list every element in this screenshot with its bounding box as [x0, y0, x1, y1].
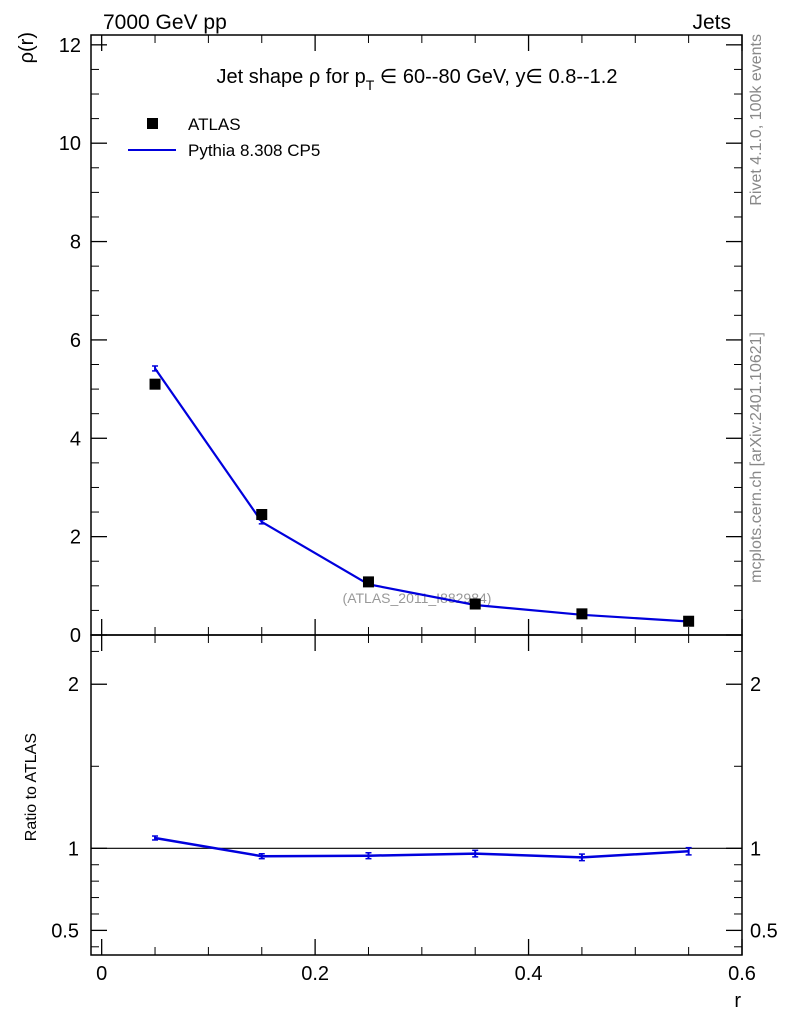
legend: ATLAS Pythia 8.308 CP5 [128, 115, 320, 160]
main-y-tick-label: 0 [70, 625, 81, 647]
ratio-series [152, 835, 692, 862]
x-tick-label: 0.4 [515, 963, 543, 985]
main-series [149, 365, 695, 627]
legend-label-atlas: ATLAS [188, 115, 241, 134]
main-y-tick-label: 6 [70, 330, 81, 352]
ratio-y-tick-label-right: 1 [750, 838, 761, 860]
x-tick-label: 0.6 [728, 963, 756, 985]
ratio-plot-frame [90, 634, 743, 956]
atlas-data-point [683, 615, 695, 627]
x-tick-label: 0 [96, 963, 107, 985]
x-tick-label: 0.2 [301, 963, 329, 985]
atlas-data-point [576, 608, 588, 620]
ratio-y-tick-label-right: 2 [750, 674, 761, 696]
main-y-ticks: 0 2 4 6 8 10 12 [59, 35, 742, 647]
ratio-y-tick-label-left: 2 [68, 674, 79, 696]
main-title-pre: Jet shape ρ for p [217, 66, 366, 88]
pythia-line [154, 367, 689, 623]
legend-label-pythia: Pythia 8.308 CP5 [188, 141, 320, 160]
main-y-tick-label: 8 [70, 232, 81, 254]
ratio-line [154, 836, 689, 859]
header-left: 7000 GeV pp [103, 11, 227, 34]
side-text-lower: mcplots.cern.ch [arXiv:2401.10621] [748, 332, 765, 583]
main-title-sub: T [366, 77, 375, 93]
atlas-data-point [256, 509, 268, 521]
side-text-upper: Rivet 4.1.0, 100k events [748, 34, 765, 206]
main-y-tick-label: 4 [70, 428, 81, 450]
main-title-post: ∈ 60--80 GeV, y∈ 0.8--1.2 [374, 66, 617, 88]
ratio-xlabel: r [734, 990, 741, 1012]
atlas-data-point [362, 576, 374, 588]
x-ticks: 0 0.2 0.4 0.6 [96, 35, 756, 985]
main-y-tick-label: 12 [59, 35, 81, 57]
ratio-y-tick-label-left: 0.5 [51, 920, 79, 942]
atlas-data-point [469, 598, 481, 610]
main-ylabel: ρ(r) [16, 32, 38, 63]
legend-marker-atlas [147, 118, 158, 129]
ratio-y-tick-label-left: 1 [68, 838, 79, 860]
header-right: Jets [692, 11, 731, 34]
ratio-y-ticks: 0.5 0.5 1 1 2 2 [51, 650, 778, 948]
atlas-data-point [149, 378, 161, 390]
ratio-y-tick-label-right: 0.5 [750, 920, 778, 942]
main-y-tick-label: 10 [59, 133, 81, 155]
main-y-tick-label: 2 [70, 527, 81, 549]
main-title: Jet shape ρ for pT ∈ 60--80 GeV, y∈ 0.8-… [217, 66, 618, 93]
ratio-ylabel: Ratio to ATLAS [23, 733, 40, 841]
